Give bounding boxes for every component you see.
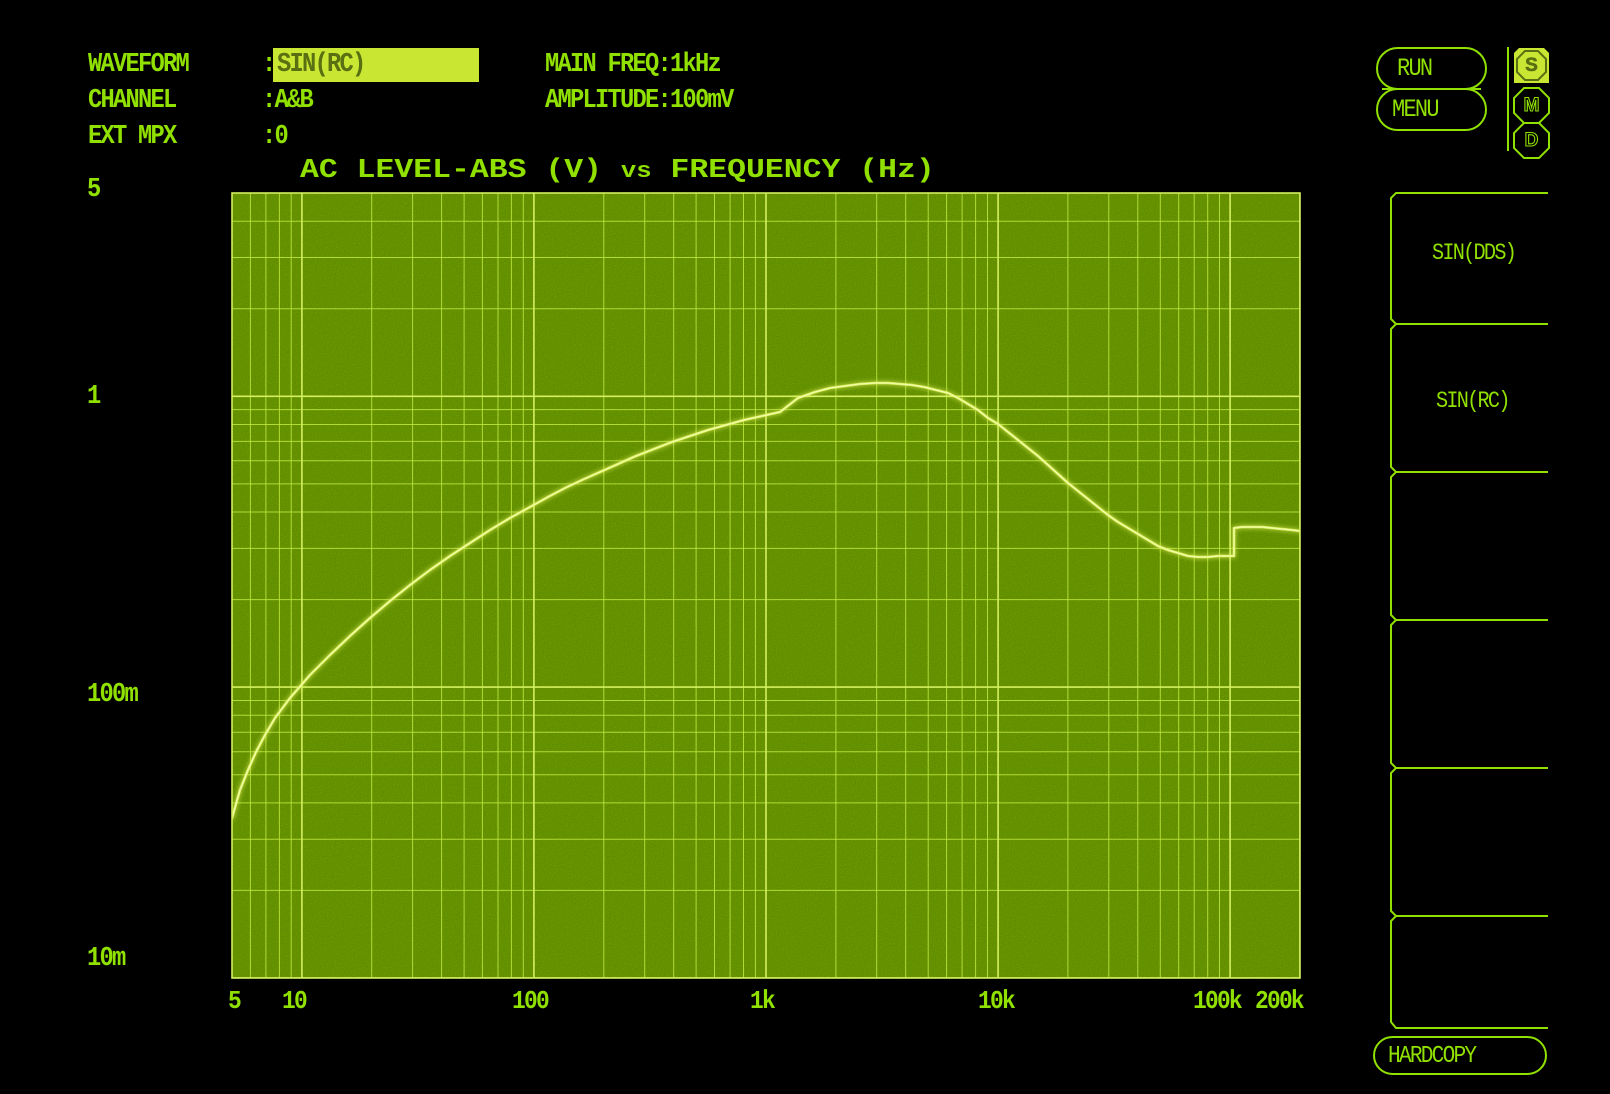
svg-text:D: D bbox=[1525, 130, 1539, 151]
svg-text:M: M bbox=[1524, 95, 1540, 116]
svg-text:S: S bbox=[1525, 55, 1538, 76]
